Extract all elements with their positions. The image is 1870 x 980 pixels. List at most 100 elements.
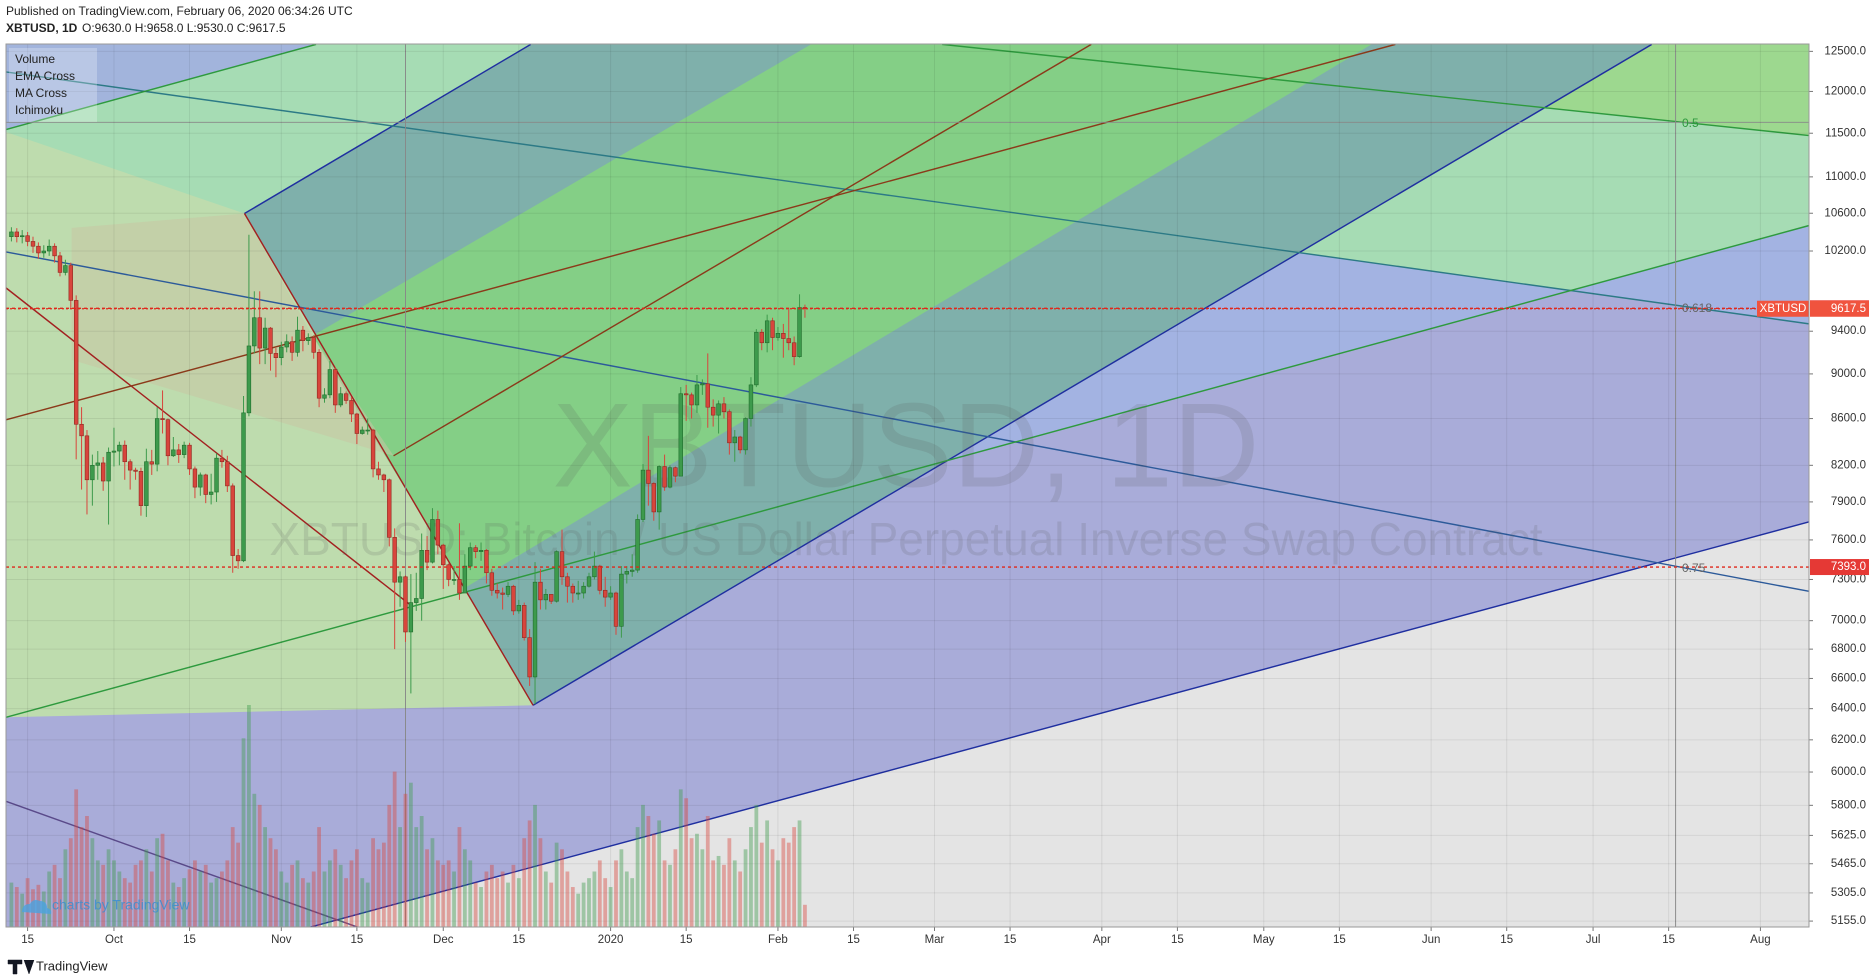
volume-bar: [47, 871, 52, 927]
volume-bar: [786, 842, 791, 927]
volume-bar: [468, 860, 473, 927]
candle-body: [20, 235, 25, 238]
overlay: 5155.0 5305.0 5465.0 5625.0 5800.0 6000.0 6200…: [6, 45, 1869, 946]
volume-bar: [570, 887, 575, 927]
volume-bar: [284, 882, 289, 927]
candle-body: [111, 450, 117, 453]
x-tick-label: Aug: [1750, 934, 1770, 946]
x-tick-label: 2020: [598, 934, 624, 946]
volume-bar: [85, 816, 89, 927]
fib-label: 0.75: [1682, 561, 1706, 575]
candle-body: [79, 423, 84, 437]
badge[interactable]: charts by TradingView: [52, 897, 190, 913]
brand-logo: [7, 959, 35, 975]
candle-body: [262, 327, 268, 349]
y-tick-label: 9000.0: [1831, 368, 1866, 380]
candle-body: [424, 550, 430, 563]
volume-bar: [414, 827, 419, 927]
y-tick-label: 11500.0: [1825, 127, 1866, 139]
volume-bar: [128, 882, 133, 927]
volume-bar: [182, 878, 187, 927]
volume-bar: [268, 838, 273, 927]
last-price-tag: [1810, 300, 1869, 317]
candle-body: [122, 444, 127, 463]
candle-body: [165, 419, 171, 457]
candle-body: [613, 592, 619, 627]
volume-bar: [333, 849, 338, 927]
candle-body: [187, 444, 192, 470]
y-tick-label: 9400.0: [1831, 325, 1866, 337]
volume-bar: [317, 827, 321, 927]
volume-bar: [295, 860, 300, 927]
volume-bar: [263, 827, 268, 927]
volume-bar: [619, 849, 624, 927]
y-tick-label: 5305.0: [1831, 887, 1866, 899]
x-tick-label: 15: [350, 934, 363, 946]
volume-bar: [743, 849, 748, 927]
candle-body: [192, 468, 198, 488]
candle-body: [549, 594, 554, 602]
volume-bar: [651, 833, 656, 927]
volume-bar: [749, 827, 753, 927]
symbol: XBTUSD, 1D: [6, 21, 78, 35]
x-tick-label: 15: [1662, 934, 1675, 946]
fib-label: 0.618: [1682, 301, 1712, 315]
candle-body: [117, 444, 122, 452]
x-tick-label: Apr: [1093, 934, 1111, 946]
fan-line: [5, 800, 359, 928]
legend-item[interactable]: Volume: [15, 52, 55, 66]
candle-body: [106, 451, 111, 482]
legend-item[interactable]: EMA Cross: [15, 69, 75, 83]
volume-bar: [576, 893, 581, 927]
brand[interactable]: TradingView: [36, 958, 108, 973]
y-tick-label: 8200.0: [1831, 459, 1866, 471]
y-tick-label: 6000.0: [1831, 766, 1866, 778]
candle-body: [225, 461, 230, 487]
volume-bar: [549, 882, 554, 927]
symbol-tag-label: XBTUSD: [1760, 303, 1807, 315]
legend-item[interactable]: MA Cross: [15, 86, 67, 100]
candle-body: [630, 569, 635, 572]
x-tick-label: 15: [21, 934, 34, 946]
volume-bar: [624, 871, 629, 927]
x-tick-label: Oct: [105, 934, 124, 946]
candle-body: [73, 300, 79, 425]
candle-body: [284, 341, 289, 348]
volume-bar: [160, 833, 165, 927]
candle-body: [176, 449, 181, 455]
volume-bar: [700, 849, 705, 927]
legend-item[interactable]: Ichimoku: [15, 103, 63, 117]
volume-bar: [408, 782, 413, 927]
y-tick-label: 6400.0: [1831, 703, 1866, 715]
volume-bar: [673, 849, 678, 927]
grid: [6, 44, 1813, 931]
volume-bar: [500, 871, 505, 927]
fan-line: [942, 44, 1810, 137]
volume-bar: [457, 827, 462, 927]
volume-bar: [711, 860, 716, 927]
volume-bar: [274, 849, 278, 927]
candle-body: [532, 581, 538, 678]
candle-body: [716, 403, 721, 416]
candle-body: [322, 394, 327, 399]
y-tick-label: 8600.0: [1831, 413, 1866, 425]
candle-body: [100, 462, 106, 482]
volume-bar: [554, 842, 559, 927]
volume-bar: [630, 878, 635, 927]
candle-body: [478, 550, 484, 552]
candle-body: [468, 547, 473, 567]
candle-body: [683, 393, 689, 396]
candle-body: [522, 605, 527, 638]
candle-body: [414, 598, 419, 603]
candle-body: [219, 457, 225, 463]
candle-body: [446, 564, 451, 580]
volume-bar: [581, 882, 586, 927]
candle-body: [543, 594, 549, 601]
candle-body: [700, 383, 705, 386]
volume-bar: [705, 816, 710, 927]
volume-bar: [52, 864, 57, 927]
y-tick-label: 7000.0: [1831, 615, 1866, 627]
candle-body: [279, 346, 284, 358]
candle-body: [246, 345, 252, 414]
volume-bar: [176, 887, 181, 927]
